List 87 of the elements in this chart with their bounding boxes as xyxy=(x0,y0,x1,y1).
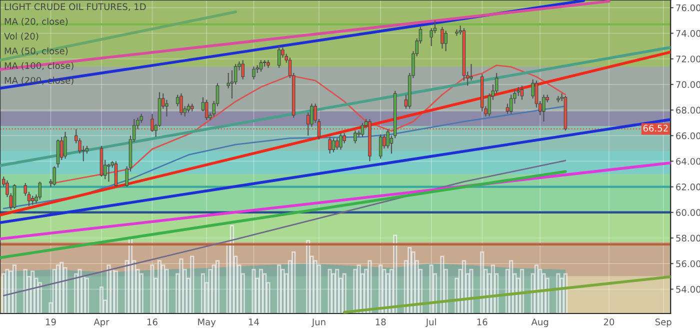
bar xyxy=(237,264,242,314)
bar xyxy=(179,258,184,314)
candlestick xyxy=(335,138,339,150)
candlestick xyxy=(60,136,64,161)
bar xyxy=(106,264,111,314)
bar xyxy=(292,251,296,314)
bar xyxy=(418,268,423,314)
bar xyxy=(240,273,245,314)
candlestick xyxy=(470,63,473,82)
annotation: MA (50, close) xyxy=(4,47,68,56)
bar xyxy=(368,260,372,314)
bar xyxy=(440,256,444,314)
line-series xyxy=(2,106,566,210)
candlestick xyxy=(556,95,560,103)
candlestick xyxy=(107,163,110,182)
candlestick xyxy=(38,181,42,200)
x-tick-label: Aug xyxy=(531,318,548,328)
x-tick-label: Sep xyxy=(655,318,672,328)
candlestick xyxy=(277,46,281,68)
bar xyxy=(484,268,488,314)
bar xyxy=(139,273,144,314)
candlestick xyxy=(52,166,56,186)
bar xyxy=(215,260,220,314)
candlestick xyxy=(455,28,458,36)
x-tick-label: Apr xyxy=(94,318,110,328)
annotation: Vol (20) xyxy=(4,32,38,41)
bar xyxy=(563,273,568,314)
x-tick-label: 20 xyxy=(604,318,614,326)
bar xyxy=(542,273,546,314)
bar xyxy=(310,256,314,314)
bar xyxy=(353,268,358,314)
candlestick xyxy=(165,99,168,117)
x-tick-label: 16 xyxy=(147,318,158,326)
bar xyxy=(78,268,82,314)
candlestick xyxy=(332,138,336,153)
candlestick xyxy=(328,136,332,154)
bar xyxy=(556,273,560,314)
candlestick xyxy=(180,92,183,116)
bar xyxy=(12,264,17,314)
bar xyxy=(411,251,416,314)
bar xyxy=(84,278,90,314)
bar xyxy=(444,268,448,314)
bar xyxy=(545,278,550,314)
bar xyxy=(520,268,524,314)
chart-title: LIGHT CRUDE OIL FUTURES, 1D xyxy=(4,3,146,12)
candlestick xyxy=(12,184,16,210)
bar xyxy=(164,268,169,314)
candlestick xyxy=(440,26,444,50)
candlestick xyxy=(241,60,245,80)
bar xyxy=(342,273,346,314)
candlestick xyxy=(444,30,448,52)
x-tick-label: 16 xyxy=(477,318,488,326)
candlestick xyxy=(354,130,357,144)
x-tick-label: 14 xyxy=(248,318,259,326)
bar xyxy=(136,268,140,314)
candlestick xyxy=(342,132,346,144)
candlestick xyxy=(204,99,208,121)
bar xyxy=(469,268,474,314)
candlestick xyxy=(56,138,60,168)
bar xyxy=(512,273,517,314)
candlestick xyxy=(64,131,67,160)
candlestick xyxy=(520,85,524,100)
x-tick-label: 18 xyxy=(376,318,386,326)
bar xyxy=(338,278,343,314)
bar xyxy=(63,267,68,314)
bar xyxy=(34,278,38,314)
x-tick-label: 19 xyxy=(46,318,56,326)
candlestick xyxy=(378,134,382,160)
candlestick xyxy=(339,132,342,150)
bar xyxy=(190,256,194,314)
candlestick xyxy=(259,60,263,72)
x-tick-label: Jun xyxy=(311,318,326,328)
annotation: MA (20, close) xyxy=(4,18,68,26)
bar xyxy=(208,268,212,314)
bar xyxy=(382,268,386,314)
candlestick xyxy=(252,66,256,80)
bar xyxy=(266,282,270,314)
bar xyxy=(280,268,285,314)
bar xyxy=(38,282,42,314)
bar xyxy=(5,268,10,314)
candlestick xyxy=(542,94,546,122)
ref-line-label: 66.52 xyxy=(643,124,668,132)
x-tick-label: May xyxy=(198,318,216,328)
candlestick xyxy=(114,160,118,188)
x-tick-label: Jul xyxy=(425,318,436,328)
bar xyxy=(114,270,118,314)
candlestick xyxy=(360,122,364,138)
